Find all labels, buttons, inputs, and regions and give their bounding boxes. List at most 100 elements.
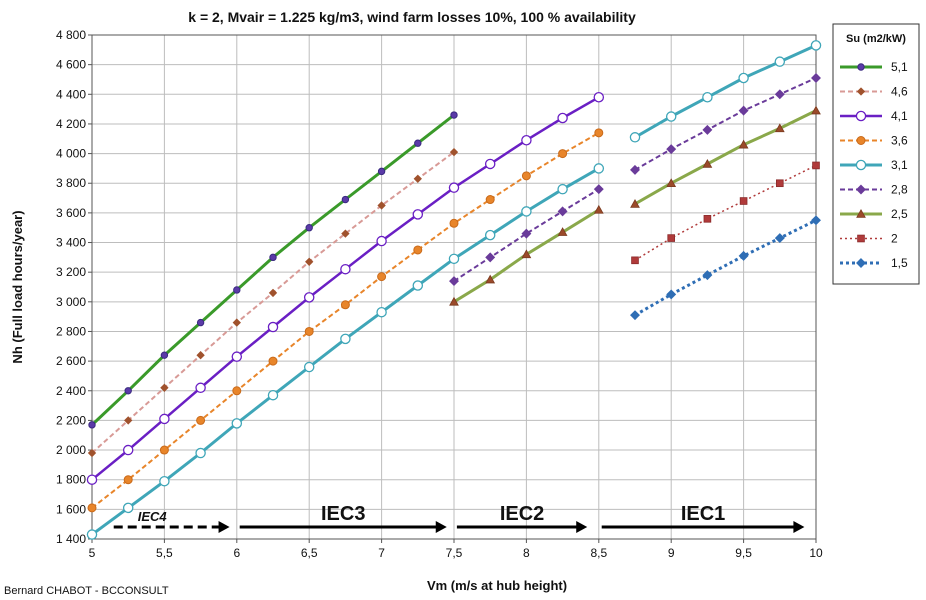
data-point xyxy=(269,253,277,262)
data-point xyxy=(449,218,459,228)
data-point xyxy=(303,292,315,303)
series-line xyxy=(634,109,817,206)
series-line xyxy=(634,164,817,261)
legend-item: 2 xyxy=(840,232,898,246)
data-point xyxy=(666,289,677,300)
data-point xyxy=(738,72,749,84)
grid xyxy=(91,34,817,540)
legend-label: 4,1 xyxy=(891,109,908,123)
data-point xyxy=(449,147,459,157)
data-point xyxy=(593,163,605,174)
y-tick-label: 4 200 xyxy=(56,117,86,131)
data-point xyxy=(557,227,568,236)
series-line xyxy=(91,151,455,454)
y-tick-label: 1 800 xyxy=(56,473,86,487)
data-point xyxy=(738,139,749,149)
data-point xyxy=(196,351,205,360)
legend-marker xyxy=(857,63,865,71)
y-tick-label: 2 400 xyxy=(56,384,86,398)
annotation-iec4: IEC4 xyxy=(113,509,230,533)
data-point xyxy=(303,361,315,373)
data-point xyxy=(124,387,132,395)
data-point xyxy=(377,201,386,210)
data-point xyxy=(160,351,169,359)
data-point xyxy=(630,198,640,208)
data-point xyxy=(376,235,387,247)
data-point xyxy=(377,167,386,176)
data-point xyxy=(811,73,821,83)
y-tick-label: 4 400 xyxy=(56,87,86,101)
data-point xyxy=(87,503,97,513)
legend-label: 1,5 xyxy=(891,256,908,270)
y-tick-label: 1 600 xyxy=(56,502,86,516)
data-point xyxy=(485,252,496,263)
data-point xyxy=(665,111,677,122)
data-point xyxy=(521,206,532,217)
annotation-label: IEC3 xyxy=(321,503,365,525)
x-axis-label: Vm (m/s at hub height) xyxy=(427,578,567,593)
data-point xyxy=(413,174,422,183)
data-point xyxy=(630,310,640,321)
data-point xyxy=(232,386,242,396)
legend-marker xyxy=(856,258,866,268)
data-point xyxy=(558,149,568,159)
data-point xyxy=(340,333,351,345)
y-axis-label: Nh (Full load hours/year) xyxy=(10,210,25,363)
data-point xyxy=(160,383,169,392)
legend-title: Su (m2/kW) xyxy=(846,33,906,45)
y-tick-label: 2 000 xyxy=(56,443,86,457)
annotation-label: IEC2 xyxy=(500,503,544,525)
legend-label: 2 xyxy=(891,232,898,246)
annotations: IEC4 IEC3 IEC2 IEC1 xyxy=(113,503,805,533)
credit-text: Bernard CHABOT - BCCONSULT xyxy=(4,585,169,597)
y-tick-label: 4 000 xyxy=(56,147,86,161)
data-point xyxy=(449,296,459,306)
data-point xyxy=(812,161,820,170)
data-point xyxy=(341,229,350,238)
legend-marker xyxy=(855,110,867,122)
series-line xyxy=(634,44,817,139)
data-point xyxy=(557,112,568,124)
series-4-1 xyxy=(86,92,605,485)
data-point xyxy=(305,257,314,266)
series-2-8 xyxy=(449,184,604,287)
data-point xyxy=(231,351,243,362)
data-point xyxy=(267,389,279,401)
series-1-5 xyxy=(630,215,821,321)
data-point xyxy=(557,206,568,217)
series-3-6 xyxy=(87,128,604,513)
data-point xyxy=(412,209,424,220)
data-point xyxy=(521,228,532,239)
y-tick-label: 3 200 xyxy=(56,265,86,279)
data-point xyxy=(340,300,350,310)
data-point xyxy=(774,89,785,100)
data-point xyxy=(305,224,313,232)
data-point xyxy=(448,253,460,265)
data-point xyxy=(521,171,531,181)
series-3-1 xyxy=(86,163,605,540)
data-point xyxy=(702,124,713,135)
data-point xyxy=(666,144,677,155)
data-point xyxy=(413,245,423,255)
x-tick-label: 5,5 xyxy=(156,546,173,560)
y-tick-label: 4 600 xyxy=(56,58,86,72)
annotation-label: IEC1 xyxy=(681,503,725,525)
annotation-iec2: IEC2 xyxy=(456,503,588,533)
y-tick-label: 1 400 xyxy=(56,532,86,546)
series-2-5 xyxy=(449,204,604,306)
annotation-arrow-head xyxy=(435,521,447,533)
annotation-iec3: IEC3 xyxy=(239,503,447,533)
data-point xyxy=(376,306,387,318)
x-tick-label: 9 xyxy=(668,546,675,560)
legend-label: 3,1 xyxy=(891,158,908,172)
x-tick-label: 7 xyxy=(378,546,385,560)
data-point xyxy=(159,445,169,455)
data-point xyxy=(739,197,748,205)
legend-marker xyxy=(856,87,866,96)
data-point xyxy=(86,529,98,540)
data-point xyxy=(810,40,822,51)
data-point xyxy=(123,475,133,485)
y-tick-label: 3 600 xyxy=(56,206,86,220)
legend-item: 5,1 xyxy=(840,60,908,74)
